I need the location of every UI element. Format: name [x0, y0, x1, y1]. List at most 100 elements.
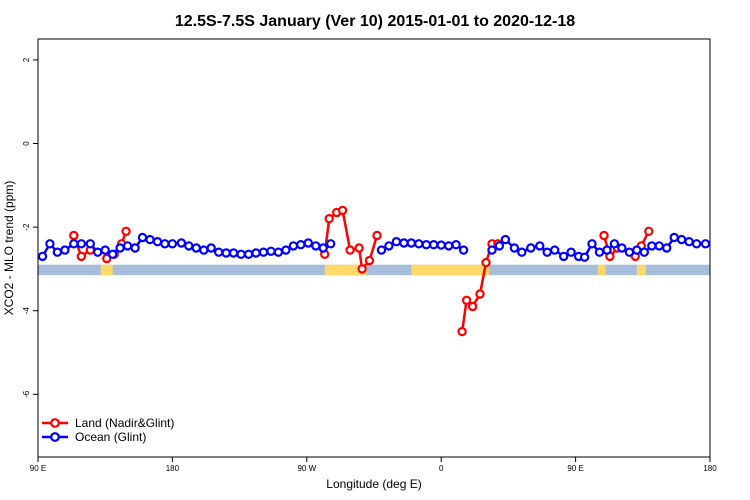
land-series-point — [69, 230, 79, 241]
ocean-series-point — [700, 239, 711, 249]
ocean-series-point — [122, 241, 133, 251]
ocean-series-point — [594, 247, 605, 257]
ocean-series-point — [384, 241, 394, 251]
land-series-point — [364, 255, 375, 266]
ocean-series-point — [526, 243, 536, 253]
x-tick-label: 180 — [166, 464, 180, 473]
land-series-point — [372, 230, 382, 241]
y-tick-label: -4 — [22, 307, 31, 315]
ocean-series-point — [487, 245, 497, 255]
ocean-series-point — [60, 245, 70, 255]
ocean-series-point — [273, 247, 284, 257]
ocean-series-point — [130, 243, 140, 253]
land-series-point — [357, 264, 367, 274]
x-tick-label: 90 W — [297, 464, 316, 473]
ocean-series-point — [399, 238, 409, 248]
y-axis: 2 0 -2 -4 -6 — [22, 57, 38, 398]
land-series-point — [481, 257, 491, 268]
ocean-series-point — [550, 245, 560, 255]
ocean-series-point — [199, 245, 209, 255]
y-tick-label: -6 — [22, 390, 31, 398]
ocean-series-point — [609, 239, 620, 249]
ocean-series-point — [243, 249, 254, 259]
ocean-series-point — [318, 243, 328, 253]
land-strip-segment — [324, 264, 367, 276]
ocean-series-point — [566, 247, 576, 257]
legend-label: Land (Nadir&Glint) — [75, 416, 174, 430]
ocean-series-point — [160, 239, 170, 249]
ocean-series-point — [691, 239, 702, 249]
ocean-series-point — [451, 239, 461, 250]
land-series-point — [467, 301, 478, 312]
x-tick-label: 0 — [439, 464, 444, 473]
ocean-series-point — [145, 234, 155, 245]
y-axis-label: XCO2 - MLO trend (ppm) — [2, 181, 16, 316]
land-series-point — [644, 226, 654, 236]
ocean-series-point — [647, 241, 657, 251]
ocean-series-point — [107, 249, 118, 259]
ocean-series-point — [579, 252, 590, 262]
ocean-series-point — [376, 245, 387, 255]
ocean-series-point — [436, 240, 446, 250]
ocean-series-point — [288, 241, 299, 251]
x-tick-label: 90 E — [30, 464, 46, 473]
ocean-series-point — [45, 239, 55, 249]
land-series-point — [324, 213, 334, 224]
plot-border — [37, 38, 711, 458]
x-axis: 90 E 180 90 W 0 90 E 180 — [30, 457, 717, 473]
ocean-series-point — [115, 243, 125, 253]
x-tick-label: 180 — [703, 464, 717, 473]
land-series-point — [599, 230, 609, 241]
legend-marker — [50, 418, 60, 428]
ocean-series-point — [281, 245, 291, 255]
ocean-series-point — [326, 239, 336, 249]
ocean-series-point — [296, 239, 306, 250]
ocean-series-point — [676, 234, 687, 245]
ocean-series-point — [391, 236, 402, 247]
ocean-series-point — [414, 239, 424, 249]
y-tick-label: -2 — [22, 223, 31, 231]
land-strip-segment — [636, 264, 646, 276]
land-series-point — [337, 205, 348, 216]
chart-title: 12.5S-7.5S January (Ver 10) 2015-01-01 t… — [175, 13, 575, 30]
ocean-series-point — [535, 241, 545, 251]
ocean-series-point — [221, 248, 231, 258]
ocean-series-point — [632, 245, 642, 255]
land-series-point — [121, 226, 131, 236]
ocean-series-point — [458, 245, 469, 255]
ocean-strip — [38, 264, 710, 276]
ocean-series-point — [444, 241, 454, 251]
ocean-series-point — [236, 249, 246, 259]
y-tick-label: 2 — [22, 57, 31, 62]
ocean-series-point — [542, 247, 552, 257]
ocean-series-point — [662, 243, 672, 253]
legend-marker — [50, 432, 60, 442]
ocean-series-point — [684, 236, 694, 247]
ocean-series-point — [176, 238, 187, 248]
land-series-point — [457, 326, 467, 337]
land-series-line — [460, 242, 498, 332]
ocean-series-point — [624, 247, 635, 257]
land-series-point — [461, 295, 472, 305]
ocean-series-point — [206, 243, 216, 253]
ocean-series-point — [494, 241, 505, 251]
ocean-series-point — [311, 241, 321, 251]
land-series-point — [475, 289, 485, 299]
ocean-series-point — [184, 241, 194, 251]
ocean-series-point — [406, 238, 416, 248]
ocean-series-point — [509, 243, 520, 253]
plot-area — [37, 205, 711, 337]
ocean-series-point — [587, 239, 597, 249]
land-series-point — [101, 253, 112, 264]
legend-item-ocean: Ocean (Glint) — [42, 430, 146, 444]
ocean-series-point — [213, 247, 224, 257]
land-strip-segment — [598, 264, 606, 276]
ocean-series-point — [639, 247, 650, 257]
ocean-series-point — [100, 245, 110, 255]
ocean-series-point — [37, 251, 48, 262]
legend-item-land: Land (Nadir&Glint) — [42, 416, 174, 430]
land-strip-segment — [411, 264, 489, 276]
ocean-series-point — [228, 248, 239, 258]
ocean-series-point — [602, 245, 612, 255]
